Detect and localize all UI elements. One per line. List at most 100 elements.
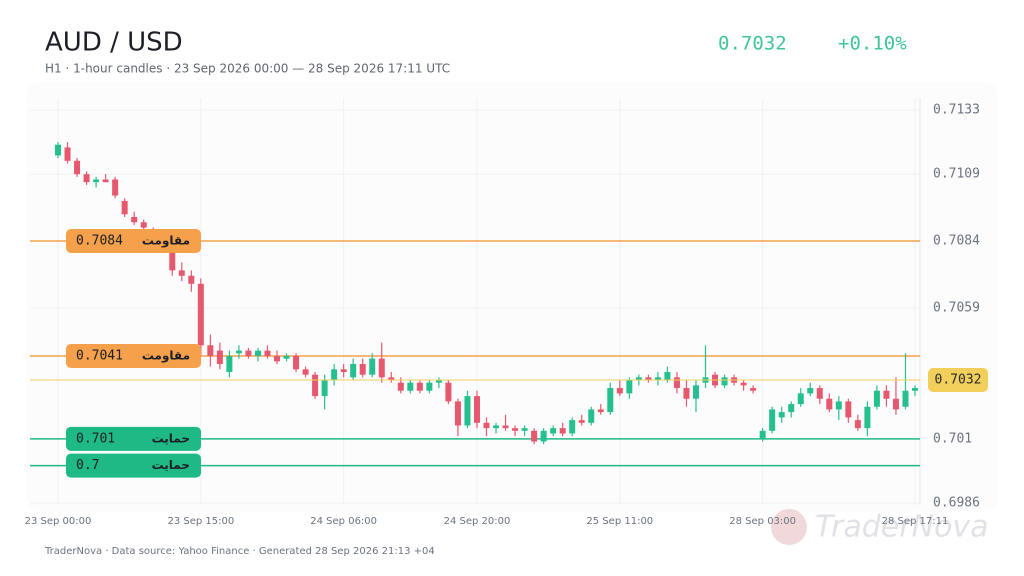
candle-body (131, 216, 138, 223)
x-tick-label: 24 Sep 06:00 (310, 516, 377, 527)
candle-body (312, 374, 319, 397)
candle-body (540, 430, 547, 442)
level-value: 0.7041 (76, 348, 123, 363)
candle-body (616, 388, 623, 394)
candle-body (235, 350, 242, 354)
title: AUD / USD (45, 28, 183, 58)
candle-body (512, 428, 519, 431)
y-tick-label: 0.7109 (933, 167, 980, 182)
level-label: مقاومت (142, 234, 190, 249)
candle-body (64, 147, 71, 161)
y-tick-label: 0.7059 (933, 300, 980, 315)
candle-body (197, 283, 204, 346)
candle-body (750, 388, 757, 391)
candle-body (883, 390, 890, 399)
candle-body (83, 174, 90, 183)
level-value: 0.7084 (76, 234, 123, 249)
candle-body (550, 428, 557, 434)
candle-body (445, 382, 452, 402)
candle-body (369, 358, 376, 375)
candle-body (454, 401, 461, 426)
level-tag (66, 343, 201, 368)
watermark-icon (771, 509, 807, 545)
candle-body (673, 377, 680, 389)
level-label: حمایت (152, 458, 190, 472)
subtitle: H1 · 1-hour candles · 23 Sep 2026 00:00 … (45, 62, 450, 76)
change: +0.10% (838, 33, 907, 55)
candle-body (645, 377, 652, 381)
last-price-label: 0.7032 (935, 373, 982, 388)
candle-body (912, 388, 918, 391)
candle-body (350, 363, 357, 378)
level-tag (66, 453, 201, 478)
footer: TraderNova · Data source: Yahoo Finance … (44, 546, 435, 557)
candle-body (578, 420, 585, 423)
candle-body (169, 251, 176, 271)
y-tick-label: 0.6986 (933, 496, 980, 511)
candle-body (569, 420, 576, 434)
candle-body (626, 380, 633, 394)
candle-body (226, 355, 233, 372)
candle-body (340, 369, 347, 372)
y-tick-label: 0.7084 (933, 234, 980, 249)
candle-body (359, 363, 366, 375)
candle-body (759, 430, 766, 439)
candle-body (331, 369, 338, 381)
candle-body (407, 382, 414, 391)
candle-body (293, 355, 300, 370)
level-label: حمایت (152, 431, 190, 445)
candle-body (397, 382, 404, 391)
candle-body (769, 409, 776, 431)
x-tick-label: 28 Sep 03:00 (729, 516, 796, 527)
candle-body (683, 388, 690, 399)
level-tag (66, 426, 201, 451)
candle-body (607, 388, 614, 413)
candle-body (588, 409, 595, 423)
candle-body (873, 390, 880, 407)
candle-body (188, 275, 195, 284)
candle-body (426, 382, 433, 391)
x-tick-label: 23 Sep 15:00 (167, 516, 234, 527)
y-tick-label: 0.7133 (933, 103, 980, 118)
candle-body (102, 179, 109, 183)
candle-body (55, 144, 61, 156)
candle-body (416, 382, 423, 391)
candle-body (207, 345, 214, 356)
watermark-group: TraderNova (771, 509, 988, 545)
x-tick-label: 25 Sep 11:00 (586, 516, 653, 527)
candle-body (835, 401, 842, 410)
candle-body (121, 200, 128, 215)
candle-body (807, 388, 814, 394)
candle-body (559, 428, 566, 434)
candle-body (388, 377, 395, 381)
candle-body (521, 428, 528, 431)
candle-body (664, 372, 671, 381)
candle-body (788, 404, 795, 413)
candle-body (531, 430, 538, 442)
candle-body (74, 160, 81, 175)
watermark: TraderNova (815, 510, 988, 545)
card (26, 82, 998, 512)
y-tick-label: 0.701 (933, 431, 972, 446)
candle-body (93, 179, 100, 183)
last-price-badge (928, 368, 988, 393)
candle-body (740, 382, 747, 386)
candle-body (112, 179, 119, 196)
candle-body (864, 406, 871, 429)
candle-body (245, 350, 252, 356)
candle-body (274, 355, 281, 362)
price: 0.7032 (718, 33, 787, 55)
candle-body (302, 369, 309, 375)
candle-body (816, 388, 823, 399)
candle-body (826, 398, 833, 410)
candle-body (283, 355, 290, 359)
candle-body (692, 385, 699, 399)
candle-body (902, 390, 909, 407)
candle-body (654, 377, 661, 381)
x-tick-label: 23 Sep 00:00 (25, 516, 92, 527)
candle-body (264, 350, 271, 356)
candle-body (635, 377, 642, 381)
level-label: مقاومت (142, 348, 190, 363)
